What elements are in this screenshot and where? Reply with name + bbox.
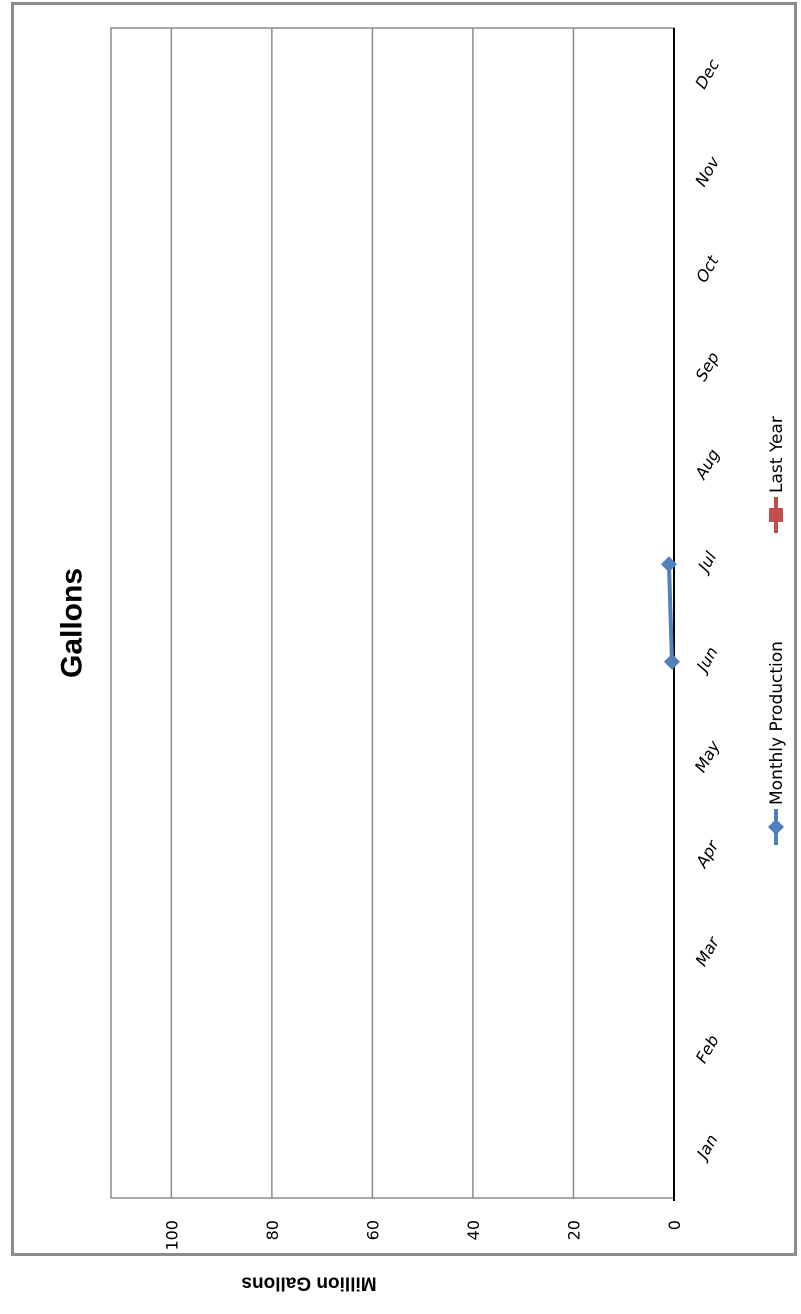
category-tick-label: Nov	[691, 153, 723, 190]
value-tick-label: 0	[665, 1220, 684, 1230]
value-tick-label: 20	[564, 1220, 583, 1240]
data-point	[663, 653, 680, 670]
category-tick-label: Jan	[691, 1131, 721, 1164]
category-tick-label: Jun	[691, 643, 721, 677]
gridlines	[170, 28, 575, 1198]
category-tick-label: Dec	[691, 56, 723, 92]
legend: Monthly Production Last Year	[767, 416, 787, 845]
category-tick-label: Aug	[691, 446, 724, 483]
value-tick-label: 80	[263, 1220, 282, 1240]
category-tick-label: Sep	[691, 349, 723, 385]
data-point	[660, 556, 677, 573]
series-layer	[660, 556, 680, 670]
series-1	[660, 556, 680, 670]
legend-marker	[769, 508, 783, 522]
plot-area	[110, 27, 680, 1201]
value-tick-labels: 0 20 40 60 80 100	[162, 1220, 684, 1251]
legend-item: Monthly Production	[767, 641, 787, 845]
chart-title: Gallons	[56, 568, 89, 678]
legend-label: Last Year	[767, 416, 787, 493]
series-line	[666, 564, 674, 662]
value-tick-label: 60	[363, 1220, 382, 1240]
plot-background	[110, 27, 675, 1199]
legend-label: Monthly Production	[767, 641, 787, 805]
category-tick-label: Feb	[692, 1032, 723, 1067]
category-tick-labels: Jan Feb Mar Apr May Jun Jul Aug Sep Oct Nov Dec	[691, 56, 724, 1165]
y-axis-label: Million Gallons	[241, 1272, 376, 1293]
category-tick-label: Apr	[692, 836, 724, 872]
value-tick-label: 40	[464, 1220, 483, 1240]
category-tick-label: Mar	[691, 932, 723, 969]
category-tick-label: Oct	[692, 252, 723, 286]
category-tick-label: Jul	[693, 548, 721, 577]
category-tick-label: May	[691, 737, 724, 776]
legend-item: Last Year	[767, 416, 787, 533]
legend-marker	[768, 819, 784, 835]
value-tick-label: 100	[162, 1220, 181, 1251]
